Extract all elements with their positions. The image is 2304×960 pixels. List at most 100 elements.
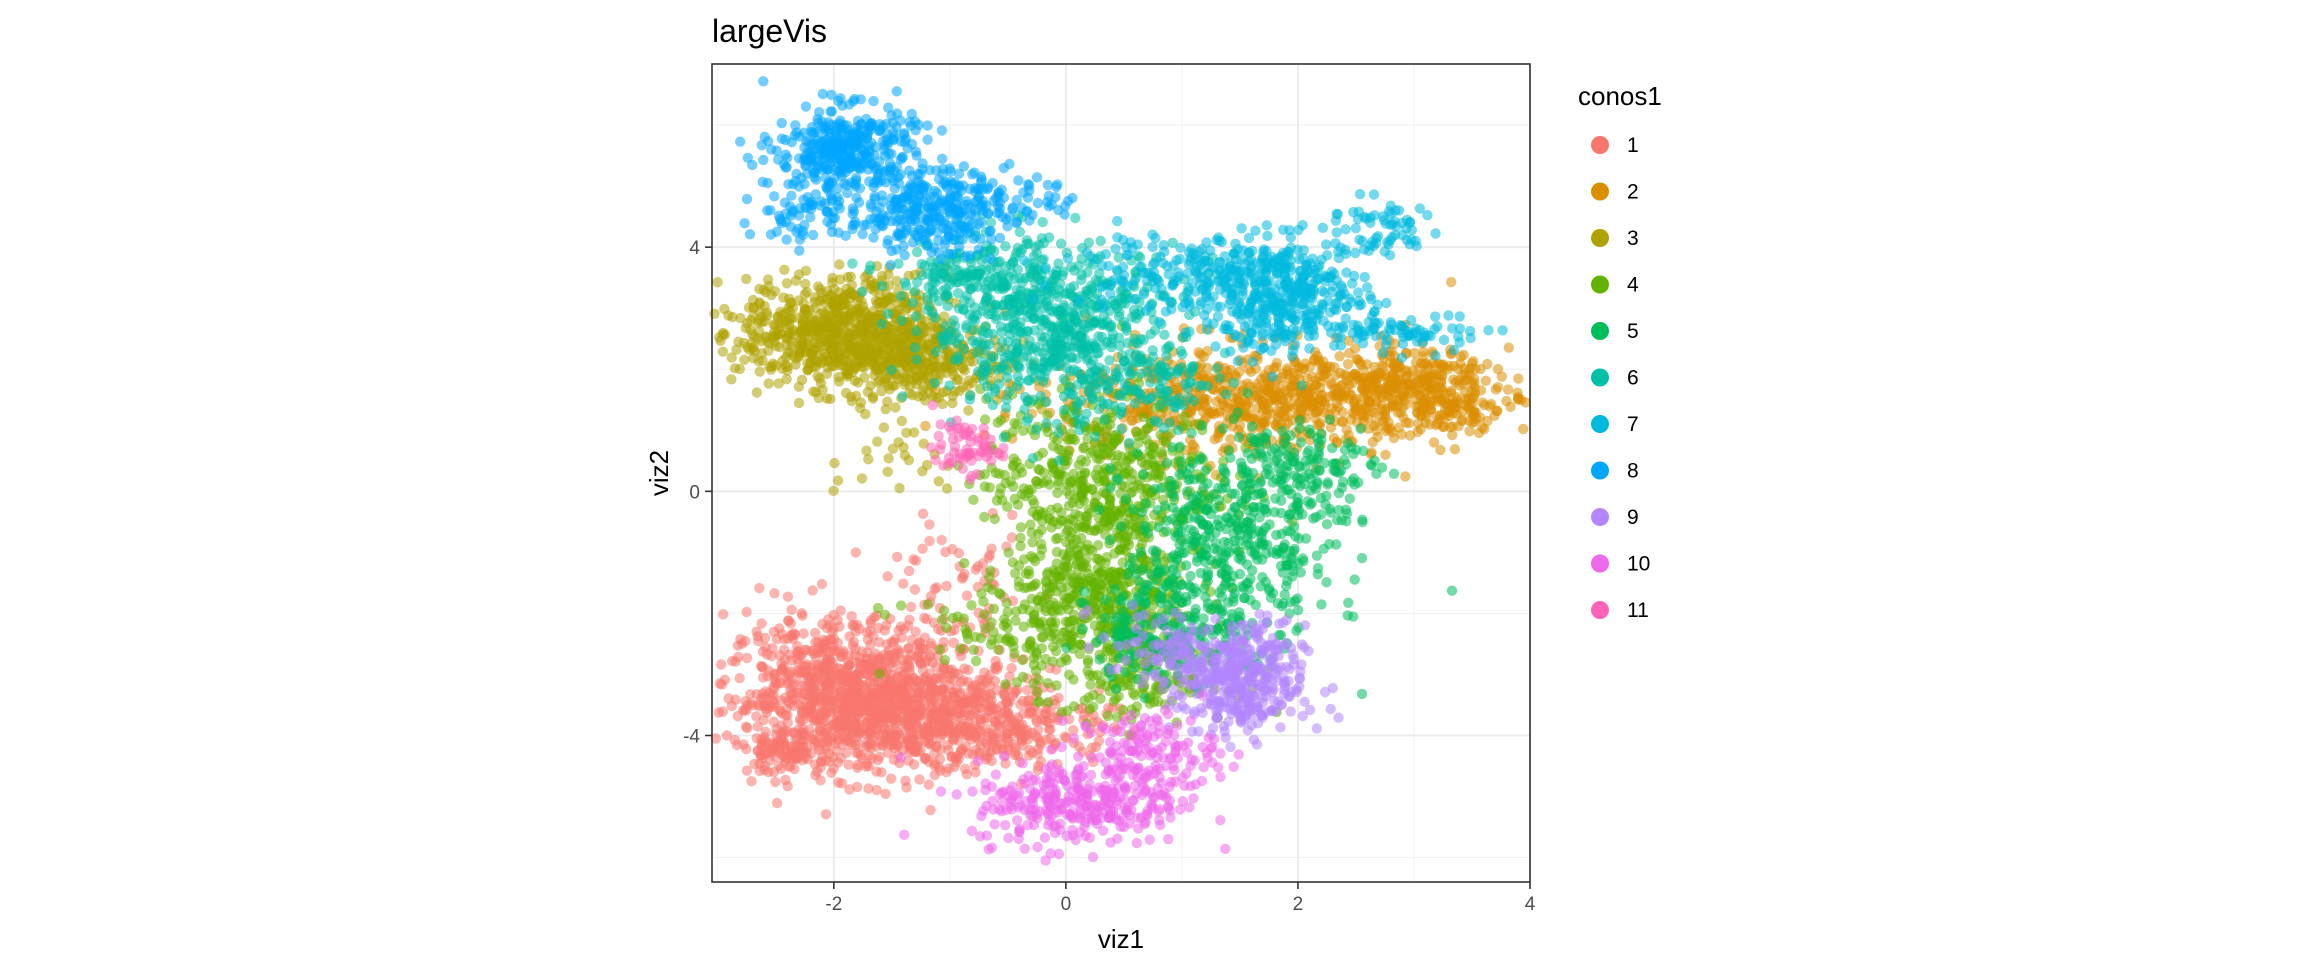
point xyxy=(1074,648,1086,660)
point xyxy=(1062,525,1074,536)
point xyxy=(1193,347,1204,358)
point xyxy=(961,590,973,601)
point xyxy=(854,652,866,663)
point xyxy=(1356,688,1368,700)
point xyxy=(1031,476,1042,487)
point xyxy=(936,614,948,625)
point xyxy=(1314,402,1326,413)
point xyxy=(1013,560,1025,571)
point xyxy=(883,645,895,656)
point xyxy=(965,685,976,696)
point xyxy=(1035,736,1046,748)
point xyxy=(1059,731,1071,742)
point xyxy=(788,700,799,711)
point xyxy=(1083,692,1094,703)
point xyxy=(1250,389,1262,400)
point xyxy=(836,342,847,353)
point xyxy=(846,395,858,407)
point xyxy=(756,336,767,347)
point xyxy=(835,605,846,616)
point xyxy=(763,665,774,676)
point xyxy=(904,741,915,752)
point xyxy=(726,374,737,385)
point xyxy=(1033,617,1044,628)
point xyxy=(888,637,899,648)
point xyxy=(769,588,780,599)
point xyxy=(1427,371,1438,382)
point xyxy=(1021,684,1033,696)
point xyxy=(784,312,795,324)
point xyxy=(829,457,840,469)
point xyxy=(787,680,798,692)
point xyxy=(1016,489,1028,500)
point xyxy=(756,660,767,672)
point xyxy=(906,634,917,646)
point xyxy=(786,604,797,615)
point xyxy=(885,773,897,784)
point xyxy=(815,775,826,786)
point xyxy=(882,571,893,582)
point xyxy=(1094,453,1105,465)
point xyxy=(1010,747,1021,758)
point xyxy=(984,572,995,583)
point xyxy=(815,761,826,773)
point xyxy=(846,611,857,622)
point xyxy=(807,585,818,596)
point xyxy=(1361,359,1373,370)
point xyxy=(1023,569,1035,580)
point xyxy=(1436,371,1448,382)
point xyxy=(934,753,946,765)
point xyxy=(909,584,921,595)
point xyxy=(757,355,768,366)
point xyxy=(861,445,872,456)
point xyxy=(1352,354,1364,365)
point xyxy=(990,467,1001,479)
point xyxy=(939,654,950,666)
point xyxy=(1068,725,1079,736)
point xyxy=(1011,677,1023,688)
point xyxy=(1502,384,1514,395)
point xyxy=(894,346,906,358)
point xyxy=(1449,444,1461,455)
point xyxy=(1336,379,1348,391)
point xyxy=(1414,390,1426,401)
point xyxy=(1036,631,1048,643)
point xyxy=(1073,741,1085,752)
point xyxy=(849,330,861,341)
point xyxy=(843,759,854,770)
point xyxy=(1015,540,1026,552)
point xyxy=(1071,523,1082,534)
point xyxy=(883,453,894,464)
point xyxy=(833,719,844,730)
point xyxy=(953,374,964,385)
point xyxy=(1089,588,1101,599)
point xyxy=(1148,696,1160,708)
point xyxy=(944,673,955,684)
point xyxy=(775,695,786,706)
point xyxy=(1388,432,1400,444)
point xyxy=(976,714,987,725)
point xyxy=(922,599,933,610)
point xyxy=(1098,442,1109,453)
point xyxy=(1062,630,1073,642)
point xyxy=(1420,417,1431,428)
point xyxy=(1008,481,1019,492)
point xyxy=(1283,387,1294,398)
point xyxy=(856,473,868,484)
point xyxy=(1022,734,1034,745)
point xyxy=(903,565,915,577)
point xyxy=(1382,403,1393,414)
point xyxy=(976,588,987,599)
point xyxy=(843,699,854,710)
point xyxy=(1043,697,1054,708)
point xyxy=(893,646,904,657)
point xyxy=(1005,636,1016,648)
point xyxy=(850,317,861,328)
point xyxy=(946,726,957,737)
point xyxy=(1482,415,1493,427)
point xyxy=(849,690,861,702)
point xyxy=(833,777,844,788)
point xyxy=(1300,358,1311,369)
point xyxy=(850,547,861,558)
point xyxy=(976,682,987,693)
